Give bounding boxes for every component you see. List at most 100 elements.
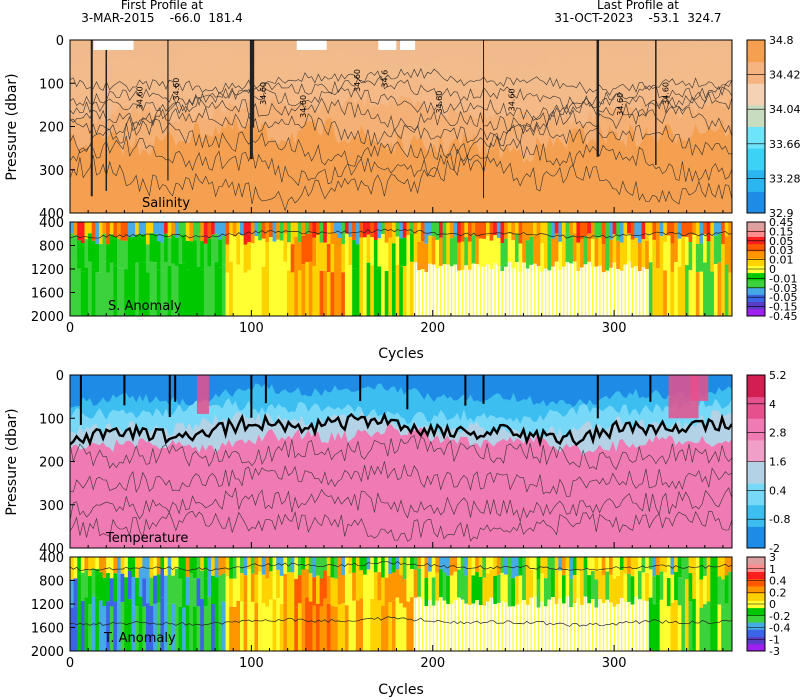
anomaly-cell: [681, 222, 686, 237]
anomaly-cell: [457, 557, 462, 570]
anomaly-cell: [178, 222, 183, 236]
colorbar-label: -3: [769, 645, 780, 658]
anomaly-cell: [619, 570, 625, 599]
ytick-label: 1600: [31, 287, 64, 302]
anomaly-cell: [659, 571, 664, 600]
anomaly-cell: [160, 242, 165, 272]
anomaly-cell: [80, 222, 86, 244]
anomaly-cell: [232, 264, 238, 316]
anomaly-cell: [120, 557, 125, 574]
anomaly-cell: [138, 568, 143, 597]
anomaly-cell: [135, 577, 140, 607]
anomaly-cell: [724, 603, 729, 651]
anomaly-cell: [500, 572, 505, 602]
anomaly-cell: [265, 270, 270, 316]
anomaly-cell: [240, 263, 245, 316]
anomaly-cell: [508, 262, 511, 316]
colorbar-swatch: [747, 375, 765, 398]
anomaly-cell: [602, 272, 605, 316]
anomaly-cell: [634, 557, 639, 569]
anomaly-cell: [192, 578, 198, 607]
anomaly-cell: [359, 598, 364, 651]
anomaly-cell: [167, 603, 172, 651]
anomaly-cell: [565, 222, 570, 234]
anomaly-cell: [511, 222, 516, 241]
anomaly-cell: [583, 222, 588, 237]
colorbar-label: 0.4: [769, 575, 787, 588]
anomaly-cell: [261, 602, 266, 651]
anomaly-cell: [440, 597, 442, 651]
anomaly-cell: [211, 234, 216, 263]
anomaly-cell: [518, 575, 523, 604]
anomaly-cell: [355, 272, 360, 316]
anomaly-cell: [109, 578, 115, 607]
temperature-warm-patch: [690, 375, 709, 401]
anomaly-cell: [489, 240, 494, 269]
anomaly-cell: [258, 240, 263, 269]
anomaly-cell: [153, 557, 158, 576]
anomaly-cell: [598, 222, 603, 238]
anomaly-cell: [583, 557, 588, 569]
anomaly-cell: [77, 222, 82, 241]
anomaly-cell: [601, 222, 606, 245]
anomaly-cell: [713, 222, 719, 236]
temperature-field: [70, 375, 732, 548]
anomaly-cell: [413, 234, 418, 263]
anomaly-cell: [287, 572, 292, 601]
anomaly-cell: [429, 599, 431, 651]
anomaly-cell: [283, 233, 288, 262]
anomaly-cell: [73, 578, 78, 607]
anomaly-cell: [218, 222, 223, 240]
anomaly-cell: [236, 557, 241, 573]
anomaly-cell: [109, 234, 115, 263]
anomaly-cell: [717, 604, 722, 651]
colorbar-swatch: [747, 396, 765, 419]
anomaly-cell: [659, 222, 664, 236]
anomaly-cell: [721, 243, 726, 273]
colorbar-swatch: [747, 301, 765, 310]
anomaly-cell: [554, 557, 559, 577]
anomaly-cell: [312, 605, 317, 651]
salinity-contour-line: [70, 154, 732, 212]
anomaly-cell: [465, 265, 467, 316]
anomaly-cell: [652, 604, 657, 651]
anomaly-cell: [182, 234, 187, 263]
anomaly-cell: [279, 240, 285, 269]
anomaly-cell: [337, 576, 342, 605]
anomaly-cell: [435, 239, 440, 269]
anomaly-cell: [523, 262, 525, 316]
anomaly-cell: [171, 235, 176, 264]
colorbar-swatch: [747, 148, 765, 171]
anomaly-cell: [482, 577, 487, 606]
colorbar-label: 2.8: [769, 427, 787, 440]
salinity-contour-line: [70, 86, 732, 121]
anomaly-cell: [164, 557, 169, 576]
anomaly-cell: [145, 603, 151, 651]
colorbar-label: 1.6: [769, 456, 787, 469]
anomaly-cell: [432, 264, 435, 316]
anomaly-cell: [472, 263, 474, 316]
anomaly-cell: [279, 557, 285, 576]
anomaly-cell: [431, 222, 436, 237]
anomaly-cell: [363, 602, 368, 651]
anomaly-cell: [721, 272, 726, 316]
anomaly-cell: [229, 261, 234, 316]
anomaly-cell: [70, 607, 75, 651]
anomaly-cell: [117, 573, 122, 603]
colorbar-label: -0.8: [769, 513, 790, 526]
anomaly-cell: [588, 261, 590, 316]
colorbar-swatch: [747, 564, 765, 572]
anomaly-cell: [469, 605, 471, 651]
anomaly-cell: [200, 241, 205, 270]
anomaly-cell: [695, 578, 701, 608]
colorbar-swatch: [747, 557, 765, 565]
anomaly-cell: [359, 237, 364, 266]
anomaly-cell: [315, 603, 321, 651]
anomaly-cell: [587, 233, 592, 262]
anomaly-cell: [493, 557, 498, 576]
anomaly-cell: [713, 235, 719, 265]
anomaly-cell: [478, 222, 483, 239]
anomaly-cell: [511, 240, 516, 269]
anomaly-cell: [243, 575, 248, 604]
